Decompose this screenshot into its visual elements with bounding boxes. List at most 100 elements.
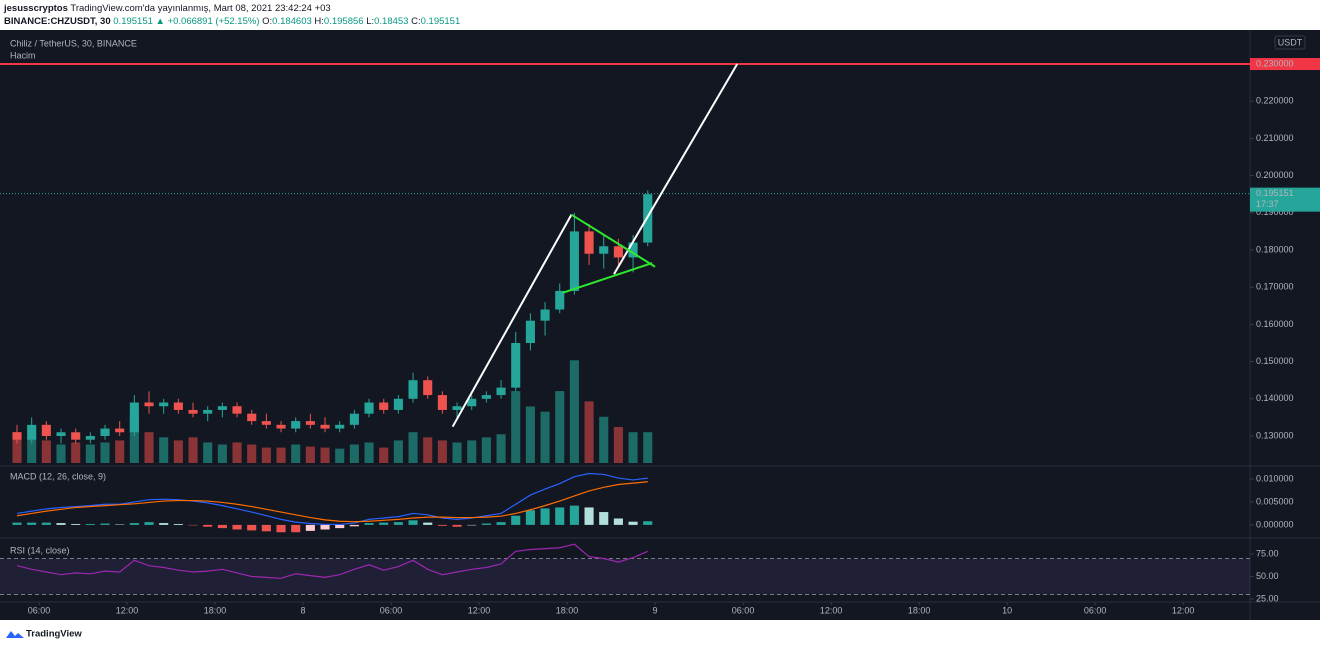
rsi-label: RSI (14, close): [10, 545, 70, 555]
macd-histogram: [481, 523, 491, 525]
candle-body: [423, 380, 433, 396]
volume-bar: [511, 391, 521, 463]
candle-body: [511, 342, 521, 388]
volume-bar: [584, 401, 594, 463]
volume-bar: [203, 442, 213, 463]
macd-histogram: [599, 512, 609, 525]
published: TradingView.com'da yayınlanmış, Mart 08,…: [70, 3, 330, 14]
x-tick-label: 06:00: [732, 605, 755, 615]
candle-body: [276, 424, 286, 429]
trend-line: [451, 214, 573, 428]
volume-bar: [71, 442, 81, 463]
macd-histogram: [555, 507, 565, 525]
macd-histogram: [291, 524, 301, 533]
currency-button[interactable]: [1274, 35, 1306, 50]
volume-bar: [247, 444, 257, 463]
candle-body: [27, 424, 37, 440]
macd-histogram: [144, 522, 154, 525]
volume-bar: [423, 437, 433, 463]
macd-histogram: [159, 523, 169, 525]
volume-bar: [232, 442, 242, 463]
currency[interactable]: USDT: [1278, 37, 1303, 47]
hline-label-bg: [1250, 58, 1320, 71]
macd-line: [16, 472, 648, 526]
y-tick-label: 75.00: [1256, 548, 1279, 558]
l-label: L:: [366, 16, 374, 27]
y-tick-label: 0.010000: [1256, 473, 1294, 483]
y-tick-label: 0.150000: [1256, 356, 1294, 366]
candle-body: [540, 309, 550, 321]
candle-body: [364, 402, 374, 414]
y-tick-label: 0.000000: [1256, 519, 1294, 529]
y-tick-label: 0.005000: [1256, 496, 1294, 506]
candle-body: [12, 432, 22, 440]
macd-histogram: [452, 524, 462, 527]
volume-bar: [85, 444, 95, 463]
candle-body: [452, 406, 462, 410]
x-tick-label: 18:00: [204, 605, 227, 615]
hline-label: 0.230000: [1256, 58, 1294, 68]
volume-bar: [613, 427, 623, 463]
macd-histogram: [203, 524, 213, 527]
h-value: 0.195856: [324, 16, 364, 27]
candle-body: [173, 402, 183, 410]
macd-histogram: [437, 524, 447, 526]
volume-bar: [379, 447, 389, 463]
header-line: jesusscryptos TradingView.com'da yayınla…: [3, 3, 331, 14]
candle-body: [159, 402, 169, 407]
volume-label: Hacim: [10, 50, 36, 60]
x-tick-label: 12:00: [468, 605, 491, 615]
x-tick-label: 06:00: [1084, 605, 1107, 615]
volume-bar: [393, 440, 403, 463]
candle-body: [71, 432, 81, 440]
x-tick-label: 10: [1002, 605, 1012, 615]
macd-histogram: [276, 524, 286, 533]
y-tick-label: 25.00: [1256, 593, 1279, 603]
candle-body: [335, 424, 345, 429]
chart-title: Chiliz / TetherUS, 30, BINANCE: [10, 38, 137, 48]
candle-body: [217, 406, 227, 410]
volume-bar: [364, 442, 374, 463]
change: ▲ +0.066891 (+52.15%): [156, 16, 260, 27]
macd-histogram: [41, 522, 51, 525]
logo: [6, 631, 24, 638]
candle-body: [100, 428, 110, 436]
y-tick-label: 0.220000: [1256, 96, 1294, 106]
o-value: 0.184603: [272, 16, 312, 27]
volume-bar: [217, 444, 227, 463]
candle-body: [349, 413, 359, 425]
volume-bar: [496, 434, 506, 463]
chart-bg: [0, 30, 1320, 620]
volume-bar: [599, 416, 609, 463]
candle-body: [291, 421, 301, 429]
candle-body: [320, 424, 330, 429]
volume-bar: [115, 440, 125, 463]
rsi-line: [16, 543, 648, 579]
macd-histogram: [335, 524, 345, 529]
y-tick-label: 0.140000: [1256, 393, 1294, 403]
x-tick-label: 06:00: [28, 605, 51, 615]
macd-histogram: [247, 524, 257, 531]
volume-bar: [261, 447, 271, 463]
macd-histogram: [496, 522, 506, 525]
volume-bar: [188, 437, 198, 463]
candle-body: [188, 409, 198, 414]
macd-histogram: [56, 523, 66, 525]
candle-body: [599, 246, 609, 254]
macd-histogram: [27, 522, 37, 525]
last-price-bg: [1250, 187, 1320, 212]
candle-body: [628, 242, 638, 258]
candle-body: [144, 402, 154, 407]
macd-histogram: [232, 524, 242, 530]
y-tick-label: 50.00: [1256, 571, 1279, 581]
macd-histogram: [217, 524, 227, 529]
macd-histogram: [305, 524, 315, 531]
y-tick-label: 0.210000: [1256, 133, 1294, 143]
candle-body: [555, 290, 565, 310]
volume-bar: [12, 432, 22, 463]
volume-bar: [481, 437, 491, 463]
candle-body: [85, 435, 95, 440]
volume-bar: [291, 444, 301, 463]
candle-body: [129, 402, 139, 433]
